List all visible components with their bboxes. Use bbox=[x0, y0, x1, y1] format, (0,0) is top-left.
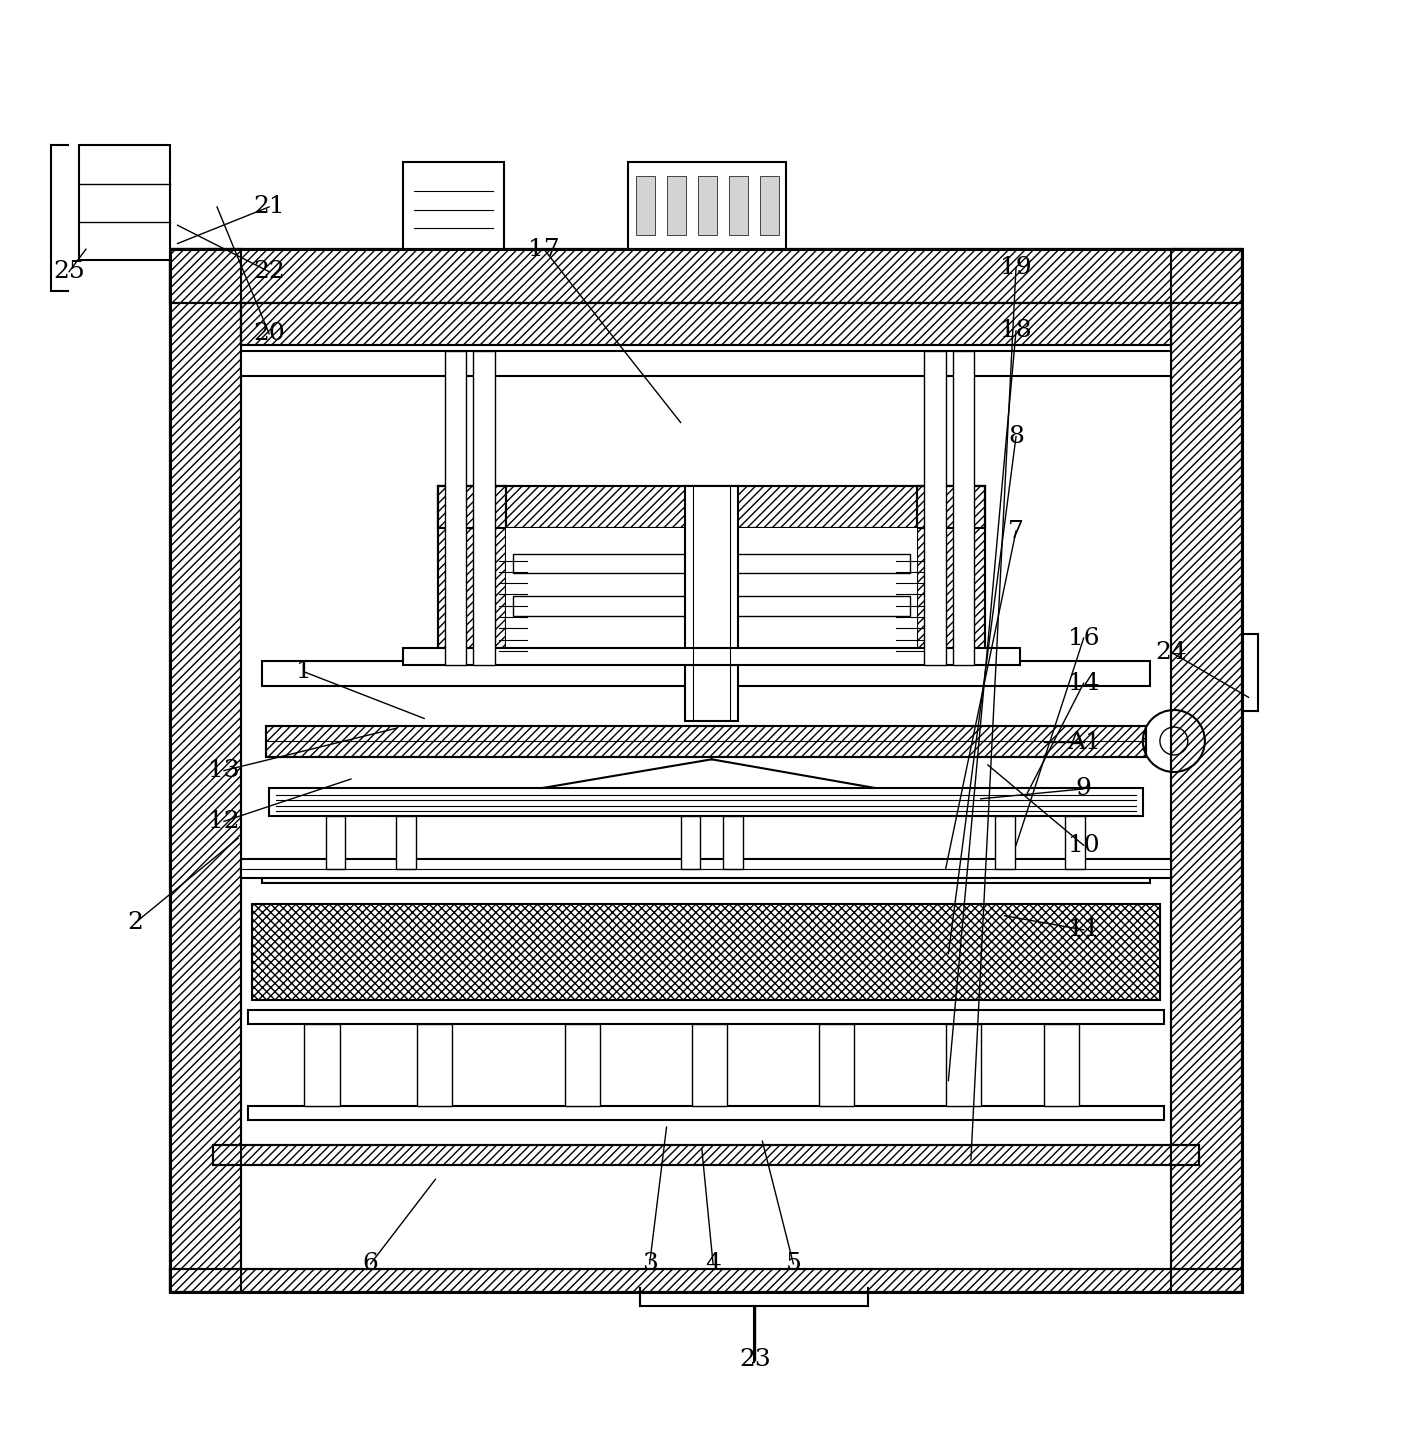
Bar bbox=[171, 250, 241, 1291]
Bar bbox=[213, 1145, 1199, 1165]
Bar bbox=[171, 1270, 1241, 1291]
Bar bbox=[402, 649, 1021, 665]
Bar bbox=[1171, 250, 1241, 1291]
Text: 13: 13 bbox=[208, 759, 240, 782]
Bar bbox=[249, 1106, 1163, 1120]
Text: 17: 17 bbox=[528, 238, 559, 261]
Text: 3: 3 bbox=[641, 1252, 658, 1275]
Bar bbox=[946, 1024, 981, 1106]
Text: 2: 2 bbox=[127, 911, 143, 934]
Bar bbox=[1045, 1024, 1079, 1106]
Bar bbox=[438, 486, 505, 657]
Text: 1: 1 bbox=[297, 660, 312, 683]
Text: 7: 7 bbox=[1008, 519, 1024, 543]
Bar bbox=[918, 486, 986, 657]
Text: A1: A1 bbox=[1066, 731, 1100, 755]
Bar bbox=[171, 250, 1241, 303]
Bar bbox=[513, 554, 911, 573]
Text: 23: 23 bbox=[740, 1348, 771, 1371]
Bar bbox=[438, 486, 986, 528]
Text: 12: 12 bbox=[208, 810, 240, 833]
Bar bbox=[241, 351, 1171, 376]
Text: 10: 10 bbox=[1067, 834, 1100, 856]
Bar bbox=[249, 1010, 1163, 1024]
Bar bbox=[305, 1024, 340, 1106]
Bar bbox=[565, 1024, 600, 1106]
Text: 18: 18 bbox=[1000, 319, 1032, 342]
Bar bbox=[241, 303, 1171, 345]
Text: 11: 11 bbox=[1067, 918, 1100, 942]
Bar bbox=[513, 596, 911, 615]
Bar bbox=[171, 250, 1241, 1291]
Text: 9: 9 bbox=[1076, 778, 1091, 801]
Bar bbox=[685, 486, 738, 721]
Bar bbox=[438, 486, 986, 528]
Bar bbox=[445, 351, 466, 665]
Bar bbox=[681, 815, 700, 869]
Text: 21: 21 bbox=[253, 196, 285, 219]
Bar bbox=[171, 1270, 1241, 1291]
Bar bbox=[253, 904, 1159, 1000]
Text: 16: 16 bbox=[1067, 627, 1100, 650]
Bar bbox=[417, 1024, 452, 1106]
Text: 14: 14 bbox=[1067, 672, 1100, 695]
Bar bbox=[729, 176, 748, 235]
Bar bbox=[438, 486, 505, 657]
Text: 5: 5 bbox=[785, 1252, 801, 1275]
Bar bbox=[1171, 250, 1241, 1291]
Bar bbox=[326, 815, 346, 869]
Bar bbox=[995, 815, 1015, 869]
Bar bbox=[723, 815, 743, 869]
Bar bbox=[402, 163, 504, 250]
Bar bbox=[628, 163, 786, 250]
Bar bbox=[692, 1024, 727, 1106]
Bar bbox=[925, 351, 946, 665]
Bar bbox=[213, 1145, 1199, 1165]
Text: 20: 20 bbox=[253, 322, 285, 345]
Bar bbox=[760, 176, 779, 235]
Text: 22: 22 bbox=[253, 260, 285, 283]
Bar bbox=[241, 859, 1171, 878]
Bar bbox=[241, 303, 1171, 345]
Bar bbox=[263, 866, 1149, 884]
Bar bbox=[171, 250, 241, 1291]
Bar bbox=[819, 1024, 854, 1106]
Bar bbox=[267, 726, 1145, 756]
Bar bbox=[270, 788, 1142, 815]
Bar bbox=[395, 815, 415, 869]
Text: 6: 6 bbox=[363, 1252, 378, 1275]
Bar bbox=[263, 660, 1149, 686]
Bar bbox=[1065, 815, 1084, 869]
Text: 19: 19 bbox=[1000, 255, 1032, 279]
Bar bbox=[953, 351, 974, 665]
Bar bbox=[666, 176, 686, 235]
Text: 8: 8 bbox=[1008, 425, 1024, 448]
Bar bbox=[171, 250, 1241, 303]
Bar bbox=[79, 145, 171, 261]
Bar bbox=[505, 528, 918, 657]
Text: 24: 24 bbox=[1155, 641, 1187, 663]
Bar bbox=[698, 176, 717, 235]
Text: 4: 4 bbox=[705, 1252, 722, 1275]
Bar bbox=[473, 351, 494, 665]
Bar bbox=[267, 726, 1145, 756]
Text: 25: 25 bbox=[54, 260, 85, 283]
Bar bbox=[918, 486, 986, 657]
Bar bbox=[635, 176, 655, 235]
